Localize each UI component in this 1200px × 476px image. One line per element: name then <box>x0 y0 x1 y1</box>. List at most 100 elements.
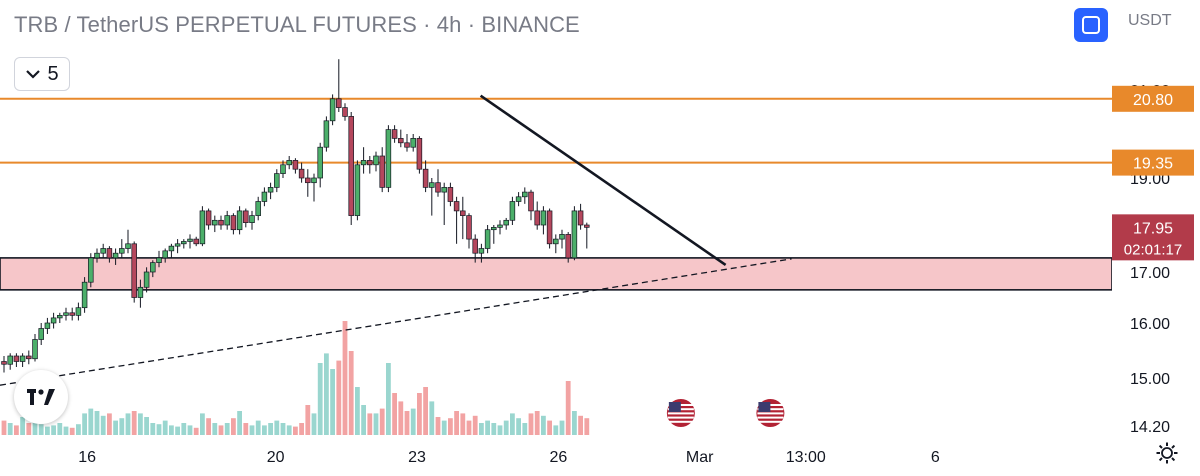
candle[interactable] <box>286 156 292 170</box>
candle[interactable] <box>348 112 354 225</box>
candle[interactable] <box>255 196 261 221</box>
candle[interactable] <box>243 208 249 228</box>
gear-icon[interactable] <box>1155 441 1179 465</box>
candle[interactable] <box>19 353 26 367</box>
candle[interactable] <box>274 169 280 193</box>
candle[interactable] <box>187 234 193 249</box>
candle[interactable] <box>205 208 212 230</box>
candle[interactable] <box>75 302 82 321</box>
candle[interactable] <box>422 160 429 193</box>
candle[interactable] <box>478 243 485 263</box>
symbol-title[interactable]: TRB / TetherUS PERPETUAL FUTURES · 4h · … <box>14 12 580 37</box>
candle[interactable] <box>472 234 478 263</box>
candle[interactable] <box>81 277 88 313</box>
candle[interactable] <box>193 236 199 247</box>
candle[interactable] <box>336 59 342 112</box>
candle[interactable] <box>571 206 578 261</box>
candle[interactable] <box>125 229 131 254</box>
candle[interactable] <box>317 142 323 188</box>
candle[interactable] <box>100 243 106 258</box>
candle[interactable] <box>441 182 447 225</box>
candle[interactable] <box>224 210 230 230</box>
currency-selector[interactable]: USDT <box>1128 12 1172 29</box>
candle[interactable] <box>509 196 516 225</box>
candle[interactable] <box>137 279 144 308</box>
candle[interactable] <box>174 239 181 254</box>
candle[interactable] <box>1 356 7 373</box>
candle[interactable] <box>168 243 175 258</box>
candle[interactable] <box>7 353 13 370</box>
fullscreen-button[interactable] <box>1074 8 1108 42</box>
candle[interactable] <box>131 241 137 303</box>
candle[interactable] <box>534 201 540 230</box>
candle[interactable] <box>584 222 590 249</box>
candle[interactable] <box>435 169 441 197</box>
us-flag-icon[interactable] <box>754 397 787 429</box>
support-zone[interactable] <box>0 257 1112 291</box>
candle[interactable] <box>94 248 100 263</box>
indicators-collapse-button[interactable]: 5 <box>14 57 70 91</box>
candle[interactable] <box>156 250 162 268</box>
candle[interactable] <box>298 162 305 183</box>
candle[interactable] <box>88 253 94 288</box>
candle[interactable] <box>13 353 20 367</box>
candle[interactable] <box>354 160 361 221</box>
candle[interactable] <box>416 136 423 174</box>
rising-support-trendline[interactable] <box>0 258 792 386</box>
candle[interactable] <box>267 182 274 200</box>
candle[interactable] <box>261 187 268 207</box>
candle[interactable] <box>311 173 317 202</box>
candle[interactable] <box>553 234 559 254</box>
candle[interactable] <box>367 156 373 174</box>
candle[interactable] <box>249 210 255 230</box>
descending-resistance-trendline[interactable] <box>479 94 727 267</box>
candle[interactable] <box>181 239 187 249</box>
candle[interactable] <box>342 103 348 121</box>
candle[interactable] <box>230 213 237 235</box>
candle[interactable] <box>460 196 466 240</box>
candle[interactable] <box>218 215 224 230</box>
us-flag-icon[interactable] <box>664 397 697 429</box>
candle[interactable] <box>150 260 156 278</box>
candle[interactable] <box>565 232 571 263</box>
candle[interactable] <box>379 147 385 193</box>
candle[interactable] <box>143 267 150 293</box>
candle[interactable] <box>497 220 503 235</box>
candle[interactable] <box>106 246 113 263</box>
candle[interactable] <box>429 178 435 216</box>
candle[interactable] <box>360 147 367 174</box>
candle[interactable] <box>528 189 534 221</box>
candle[interactable] <box>391 125 398 143</box>
candle[interactable] <box>323 116 330 152</box>
tradingview-logo-icon[interactable] <box>14 370 68 424</box>
candle[interactable] <box>38 323 44 345</box>
candle[interactable] <box>373 151 379 172</box>
candle[interactable] <box>540 206 547 235</box>
candle[interactable] <box>44 317 51 334</box>
candle[interactable] <box>305 169 311 197</box>
candle[interactable] <box>63 307 69 321</box>
candle[interactable] <box>57 312 63 323</box>
candle[interactable] <box>119 239 125 258</box>
candle[interactable] <box>447 182 454 207</box>
candle[interactable] <box>112 248 119 265</box>
candle[interactable] <box>466 213 472 249</box>
candle[interactable] <box>26 350 32 365</box>
candle[interactable] <box>453 196 460 244</box>
candle[interactable] <box>50 312 57 329</box>
candle[interactable] <box>484 225 491 254</box>
candle[interactable] <box>385 125 392 193</box>
candle[interactable] <box>162 248 168 263</box>
candle[interactable] <box>398 129 404 148</box>
candle[interactable] <box>32 334 38 362</box>
candle[interactable] <box>503 217 509 230</box>
candle[interactable] <box>577 203 584 230</box>
candle[interactable] <box>410 134 416 152</box>
candle[interactable] <box>404 134 410 152</box>
candle[interactable] <box>292 158 299 174</box>
candle[interactable] <box>199 206 206 247</box>
candle[interactable] <box>491 225 497 244</box>
candle[interactable] <box>329 94 336 126</box>
candle[interactable] <box>236 206 243 235</box>
